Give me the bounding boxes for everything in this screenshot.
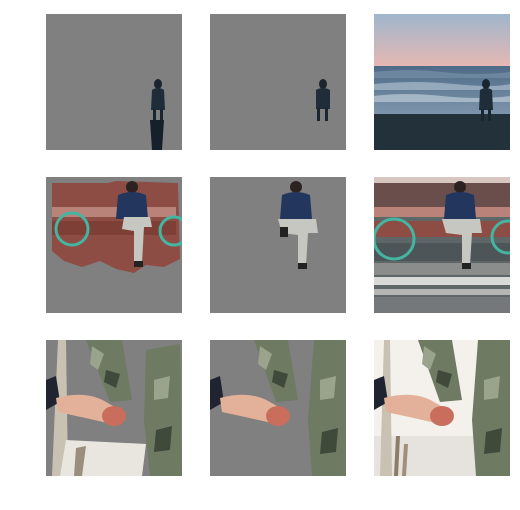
hands-mask-reference bbox=[210, 340, 346, 476]
beach-person-photo-image bbox=[374, 14, 510, 150]
bench-man-mask-reference bbox=[210, 177, 346, 313]
beach-person-mask-reference bbox=[210, 14, 346, 150]
bench-man-mask-reference-image bbox=[210, 177, 346, 313]
hands-mask-predicted-image bbox=[46, 340, 182, 476]
hands-mask-predicted bbox=[46, 340, 182, 476]
hands-photo-image bbox=[374, 340, 510, 476]
beach-person-mask-predicted-image bbox=[46, 14, 182, 150]
bench-man-mask-predicted bbox=[46, 177, 182, 313]
beach-person-photo bbox=[374, 14, 510, 150]
hands-photo bbox=[374, 340, 510, 476]
beach-person-mask-predicted bbox=[46, 14, 182, 150]
beach-person-mask-reference-image bbox=[210, 14, 346, 150]
bench-man-photo-image bbox=[374, 177, 510, 313]
bench-man-photo bbox=[374, 177, 510, 313]
hands-mask-reference-image bbox=[210, 340, 346, 476]
bench-man-mask-predicted-image bbox=[46, 177, 182, 313]
